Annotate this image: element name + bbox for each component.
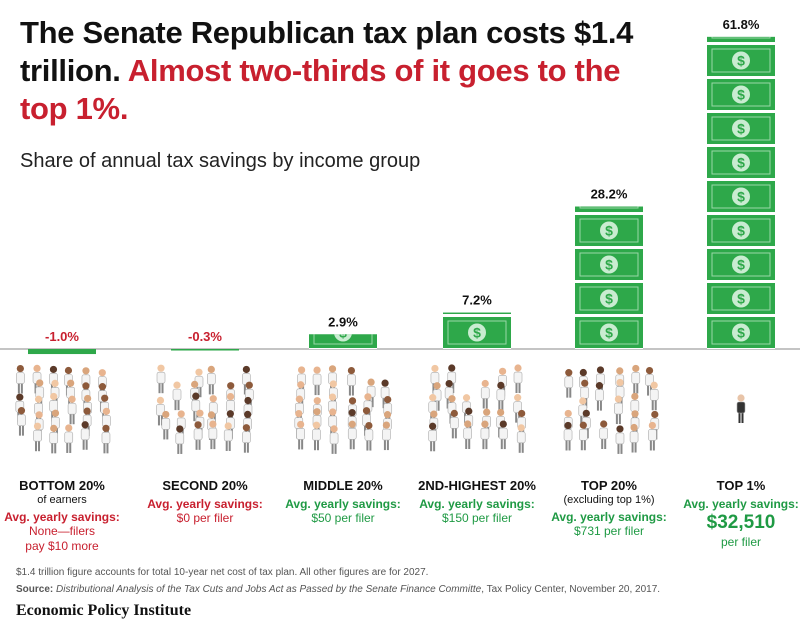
group-labels: 2ND-HIGHEST 20% Avg. yearly savings: $150 … xyxy=(412,478,542,526)
bar xyxy=(28,349,96,355)
bar-bills xyxy=(707,36,775,349)
people-group xyxy=(15,364,111,454)
value-label: -1.0% xyxy=(45,329,79,344)
source-label: Source: xyxy=(16,584,54,595)
value-label: 2.9% xyxy=(328,314,358,329)
value-label: -0.3% xyxy=(188,329,222,344)
savings-unit: per filer xyxy=(720,535,761,549)
publisher: Economic Policy Institute xyxy=(16,602,192,619)
category-label: TOP 20% xyxy=(581,478,637,493)
savings-label: Avg. yearly savings: xyxy=(147,497,263,511)
savings-label: Avg. yearly savings: xyxy=(285,497,401,511)
bar-bills xyxy=(309,334,377,349)
source-rest: , Tax Policy Center, November 20, 2017. xyxy=(481,584,661,595)
group-labels: TOP 1% Avg. yearly savings: $32,510 per fil… xyxy=(676,478,800,550)
title-main: The Senate Republican tax plan costs $1.… xyxy=(20,15,634,88)
savings-amount: $32,510 xyxy=(706,512,776,533)
footnote: $1.4 trillion figure accounts for total … xyxy=(16,567,429,578)
people-group xyxy=(294,365,393,454)
people-group xyxy=(563,364,660,454)
subtitle: Share of annual tax savings by income gr… xyxy=(20,150,421,172)
category-note: (excluding top 1%) xyxy=(563,494,655,506)
savings-amount: None—filers pay $10 more xyxy=(25,524,99,553)
category-label: SECOND 20% xyxy=(162,478,248,493)
value-label: 28.2% xyxy=(591,187,628,202)
savings-label: Avg. yearly savings: xyxy=(551,510,667,524)
savings-amount: $150 per filer xyxy=(441,511,513,525)
group-labels: MIDDLE 20% Avg. yearly savings: $50 per fi… xyxy=(278,478,408,526)
title-highlight: Almost two-thirds of it goes to the top … xyxy=(20,53,621,126)
people-group xyxy=(428,364,526,453)
value-label: 7.2% xyxy=(462,293,492,308)
savings-amount: $731 per filer xyxy=(573,524,645,538)
savings-label: Avg. yearly savings: xyxy=(4,510,120,524)
group-labels: BOTTOM 20% of earners Avg. yearly savings:… xyxy=(0,478,127,554)
category-label: 2ND-HIGHEST 20% xyxy=(418,478,536,493)
category-note: of earners xyxy=(37,494,87,506)
bar-bills xyxy=(575,206,643,349)
people-group xyxy=(736,394,746,423)
savings-label: Avg. yearly savings: xyxy=(683,497,799,511)
bar xyxy=(171,349,239,351)
value-label: 61.8% xyxy=(723,17,760,32)
savings-amount: $50 per filer xyxy=(311,511,375,525)
people-group xyxy=(156,364,254,454)
category-label: TOP 1% xyxy=(716,478,766,493)
savings-label: Avg. yearly savings: xyxy=(419,497,535,511)
source-title: Distributional Analysis of the Tax Cuts … xyxy=(56,584,482,595)
group-labels: SECOND 20% Avg. yearly savings: $0 per fil… xyxy=(140,478,270,526)
category-label: MIDDLE 20% xyxy=(303,478,383,493)
title: The Senate Republican tax plan costs $1.… xyxy=(20,14,670,128)
savings-amount: $0 per filer xyxy=(176,511,234,525)
bar-bills xyxy=(443,312,511,349)
category-label: BOTTOM 20% xyxy=(19,478,105,493)
group-labels: TOP 20% (excluding top 1%) Avg. yearly sav… xyxy=(544,478,674,539)
source: Source: Distributional Analysis of the T… xyxy=(16,584,660,595)
